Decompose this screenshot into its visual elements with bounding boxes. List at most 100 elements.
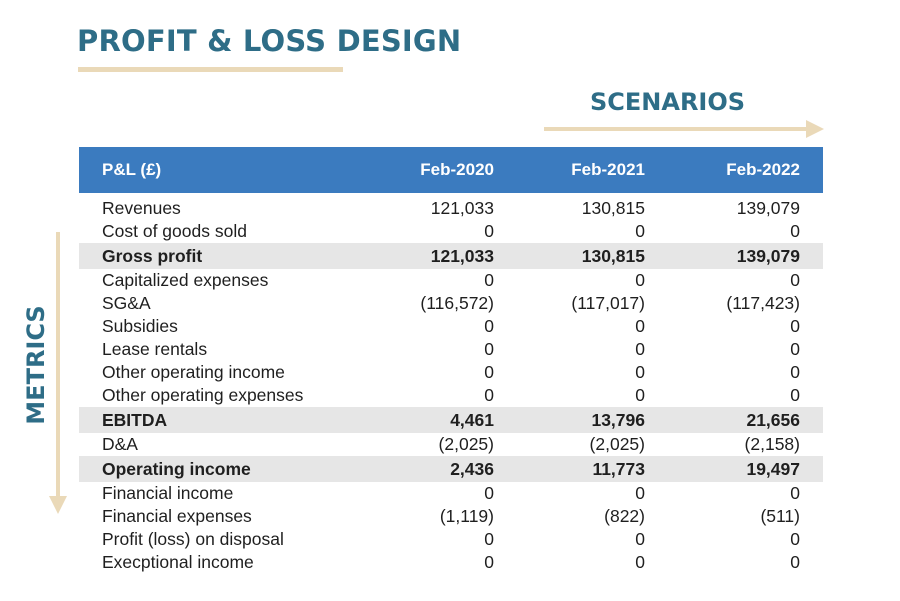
row-pad <box>800 269 823 292</box>
row-value: 0 <box>790 339 800 359</box>
scenarios-label: SCENARIOS <box>590 88 746 116</box>
row-value: 0 <box>635 316 645 336</box>
row-value: 0 <box>484 483 494 503</box>
row-value: 4,461 <box>373 407 494 433</box>
row-value: 0 <box>635 385 645 405</box>
profit-loss-table: P&L (£) Feb-2020 Feb-2021 Feb-2022 Reven… <box>79 147 823 574</box>
table-row-subtotal: Operating income 2,436 11,773 19,497 <box>79 456 823 482</box>
right-arrow-icon <box>544 120 824 138</box>
table-row: SG&A (116,572) (117,017) (117,423) <box>79 292 823 315</box>
table-row: Financial expenses (1,119) (822) (511) <box>79 505 823 528</box>
column-header-feb-2020: Feb-2020 <box>373 147 494 193</box>
row-label: Cost of goods sold <box>102 221 247 241</box>
table-row: D&A (2,025) (2,025) (2,158) <box>79 433 823 456</box>
row-value: 11,773 <box>494 456 645 482</box>
row-label: Gross profit <box>79 243 373 269</box>
row-value: 0 <box>790 385 800 405</box>
row-pad <box>800 482 823 505</box>
row-value: 0 <box>484 529 494 549</box>
row-value: (2,158) <box>744 434 800 454</box>
column-header-feb-2021: Feb-2021 <box>494 147 645 193</box>
table-row: Financial income 0 0 0 <box>79 482 823 505</box>
row-value: 0 <box>635 529 645 549</box>
row-pad <box>800 407 823 433</box>
row-value: 0 <box>635 483 645 503</box>
row-pad <box>800 551 823 574</box>
row-value: 0 <box>635 270 645 290</box>
row-value: 0 <box>635 221 645 241</box>
metrics-label-text: METRICS <box>22 305 50 425</box>
page-title: PROFIT & LOSS DESIGN <box>77 24 462 58</box>
table-row: Other operating income 0 0 0 <box>79 361 823 384</box>
row-value: 2,436 <box>373 456 494 482</box>
row-value: 121,033 <box>373 243 494 269</box>
row-value: 0 <box>635 362 645 382</box>
row-value: 139,079 <box>645 243 800 269</box>
row-value: 0 <box>790 552 800 572</box>
row-label: Other operating expenses <box>102 385 304 405</box>
row-value: 21,656 <box>645 407 800 433</box>
row-pad <box>800 433 823 456</box>
row-value: 0 <box>484 221 494 241</box>
row-value: 0 <box>635 339 645 359</box>
row-label: Financial expenses <box>102 506 252 526</box>
row-value: (116,572) <box>420 293 494 313</box>
row-value: 0 <box>484 316 494 336</box>
row-pad <box>800 528 823 551</box>
table-body: Revenues 121,033 130,815 139,079 Cost of goo… <box>79 193 823 574</box>
row-value: 0 <box>790 362 800 382</box>
row-value: (117,423) <box>726 293 800 313</box>
row-pad <box>800 292 823 315</box>
column-header-label: P&L (£) <box>79 147 373 193</box>
row-label: Lease rentals <box>102 339 208 359</box>
row-pad <box>800 338 823 361</box>
table-row: Execptional income 0 0 0 <box>79 551 823 574</box>
row-label: Execptional income <box>102 552 254 572</box>
row-value: 0 <box>484 385 494 405</box>
row-value: 0 <box>484 552 494 572</box>
row-value: (2,025) <box>589 434 645 454</box>
column-header-pad <box>800 147 823 193</box>
row-value: 130,815 <box>494 243 645 269</box>
row-value: 19,497 <box>645 456 800 482</box>
table-row: Subsidies 0 0 0 <box>79 315 823 338</box>
table-row-subtotal: Gross profit 121,033 130,815 139,079 <box>79 243 823 269</box>
row-label: Revenues <box>102 198 181 218</box>
row-value: 0 <box>790 221 800 241</box>
row-label: D&A <box>102 434 138 454</box>
row-label: Financial income <box>102 483 234 503</box>
row-pad <box>800 505 823 528</box>
row-value: 0 <box>484 362 494 382</box>
row-value: (822) <box>604 506 645 526</box>
row-label: Profit (loss) on disposal <box>102 529 284 549</box>
column-header-feb-2022: Feb-2022 <box>645 147 800 193</box>
down-arrow-icon <box>49 232 67 514</box>
row-value: 13,796 <box>494 407 645 433</box>
table-row: Cost of goods sold 0 0 0 <box>79 220 823 243</box>
row-value: 0 <box>790 270 800 290</box>
row-label: Other operating income <box>102 362 285 382</box>
row-value: 0 <box>635 552 645 572</box>
row-pad <box>800 456 823 482</box>
row-value: 0 <box>484 270 494 290</box>
row-value: 121,033 <box>430 198 494 218</box>
row-value: (2,025) <box>438 434 494 454</box>
row-value: 0 <box>790 483 800 503</box>
row-label: Capitalized expenses <box>102 270 269 290</box>
row-label: EBITDA <box>79 407 373 433</box>
row-value: (117,017) <box>571 293 645 313</box>
table-row: Profit (loss) on disposal 0 0 0 <box>79 528 823 551</box>
row-pad <box>800 361 823 384</box>
row-value: 130,815 <box>581 198 645 218</box>
row-pad <box>800 243 823 269</box>
row-value: (1,119) <box>439 506 494 526</box>
row-value: 0 <box>484 339 494 359</box>
table-row: Capitalized expenses 0 0 0 <box>79 269 823 292</box>
table-header-row: P&L (£) Feb-2020 Feb-2021 Feb-2022 <box>79 147 823 193</box>
row-label: SG&A <box>102 293 151 313</box>
row-value: 139,079 <box>736 198 800 218</box>
table-row-subtotal: EBITDA 4,461 13,796 21,656 <box>79 407 823 433</box>
table-row: Other operating expenses 0 0 0 <box>79 384 823 407</box>
table-row: Lease rentals 0 0 0 <box>79 338 823 361</box>
row-pad <box>800 193 823 220</box>
